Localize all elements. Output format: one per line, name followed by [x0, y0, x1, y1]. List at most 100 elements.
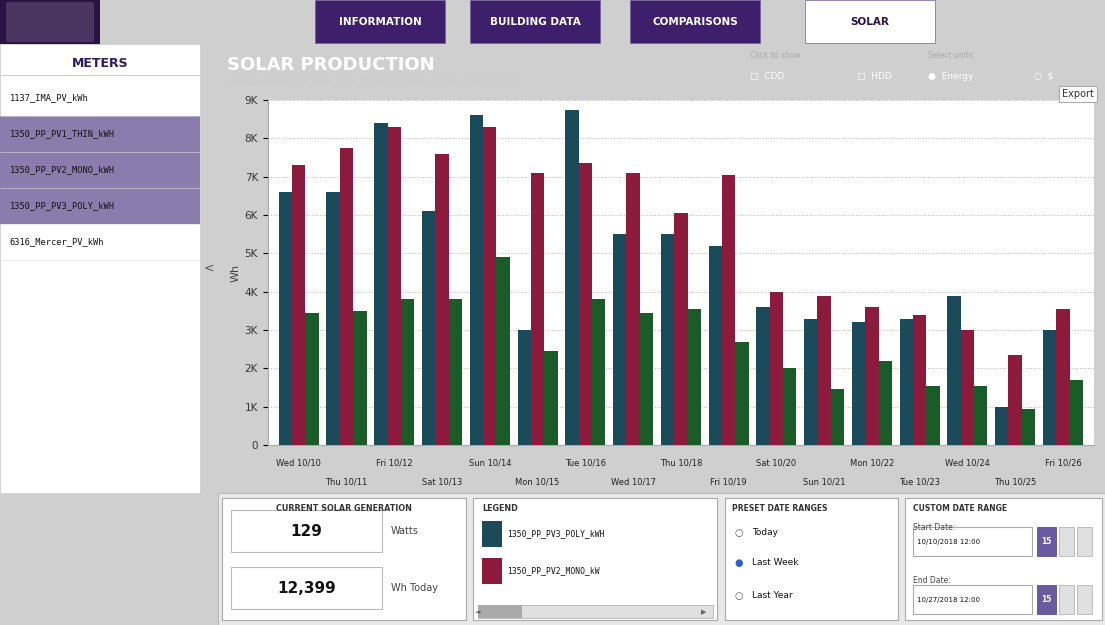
Text: 15: 15 [1041, 596, 1052, 604]
Bar [960, 330, 975, 445]
Bar [947, 296, 960, 445]
Bar [1043, 330, 1056, 445]
Bar [1022, 409, 1035, 445]
Bar [545, 351, 558, 445]
Text: 1350_PP_PV3_POLY_kWH: 1350_PP_PV3_POLY_kWH [507, 529, 604, 538]
Text: Sat 10/20: Sat 10/20 [756, 459, 797, 468]
Text: Wed 10/24: Wed 10/24 [945, 459, 990, 468]
FancyBboxPatch shape [905, 498, 1103, 620]
Text: 1350_PP_PV2_MONO_kWH: 1350_PP_PV2_MONO_kWH [10, 165, 115, 174]
Text: Last Year: Last Year [753, 591, 792, 601]
Text: ○: ○ [734, 528, 743, 538]
Bar [630, 0, 760, 43]
Bar [375, 123, 388, 445]
Text: Sun 10/21: Sun 10/21 [803, 478, 845, 487]
Text: Thu 10/11: Thu 10/11 [325, 478, 368, 487]
Text: BUILDING DATA: BUILDING DATA [490, 17, 580, 27]
Text: Last Week: Last Week [753, 559, 799, 568]
Text: 1350_PP_PV2_MONO_kW: 1350_PP_PV2_MONO_kW [507, 566, 600, 576]
Bar [756, 307, 770, 445]
Text: ○  $: ○ $ [1034, 72, 1053, 81]
Text: Today: Today [753, 528, 778, 537]
Bar [831, 389, 844, 445]
Bar [315, 0, 445, 43]
Text: Sun 10/14: Sun 10/14 [469, 459, 511, 468]
Text: Sat 10/13: Sat 10/13 [422, 478, 462, 487]
Bar [422, 211, 435, 445]
Text: Fri 10/12: Fri 10/12 [376, 459, 412, 468]
Bar [674, 213, 687, 445]
Text: Thu 10/25: Thu 10/25 [994, 478, 1036, 487]
Text: 1350_PP_PV1_THIN_kWH: 1350_PP_PV1_THIN_kWH [10, 129, 115, 138]
FancyBboxPatch shape [473, 498, 717, 620]
Bar [340, 148, 354, 445]
Y-axis label: Wh: Wh [231, 264, 241, 281]
Bar [1036, 586, 1056, 614]
Text: 6316_Mercer_PV_kWh: 6316_Mercer_PV_kWh [10, 237, 105, 246]
Bar [477, 605, 523, 618]
Text: 1137_IMA_PV_kWh: 1137_IMA_PV_kWh [10, 93, 88, 103]
Text: CURRENT SOLAR GENERATION: CURRENT SOLAR GENERATION [276, 504, 412, 512]
Text: Mon 10/15: Mon 10/15 [515, 478, 560, 487]
Bar [483, 127, 496, 445]
Bar [449, 299, 462, 445]
Bar [477, 605, 713, 618]
Bar [388, 127, 401, 445]
Bar [496, 257, 509, 445]
Text: 10/27/2018 12:00: 10/27/2018 12:00 [917, 597, 980, 603]
Bar [661, 234, 674, 445]
Text: Tue 10/23: Tue 10/23 [899, 478, 940, 487]
Bar [804, 319, 818, 445]
Bar [818, 296, 831, 445]
Bar [913, 586, 1032, 614]
FancyBboxPatch shape [222, 498, 466, 620]
Bar [806, 0, 935, 43]
Bar [708, 246, 722, 445]
Text: □  HDD: □ HDD [856, 72, 892, 81]
Text: LEGEND: LEGEND [482, 504, 518, 512]
Bar [231, 567, 382, 609]
Bar [0, 0, 99, 44]
Bar [627, 173, 640, 445]
Bar [0, 116, 200, 152]
Text: 1350_PP_PV3_POLY_kWH: 1350_PP_PV3_POLY_kWH [10, 201, 115, 210]
Bar [278, 192, 292, 445]
Bar [470, 116, 483, 445]
Text: COMPARISONS: COMPARISONS [652, 17, 738, 27]
Bar [913, 528, 1032, 556]
Bar [482, 558, 502, 584]
Bar [913, 314, 926, 445]
Bar [579, 163, 592, 445]
Bar [735, 341, 749, 445]
Bar [326, 192, 340, 445]
Text: ●  Energy: ● Energy [927, 72, 974, 81]
Bar [0, 152, 200, 188]
Text: Wed 10/17: Wed 10/17 [611, 478, 655, 487]
Bar [1076, 586, 1092, 614]
Text: End Date:: End Date: [913, 576, 950, 585]
Bar [722, 175, 735, 445]
Text: SOLAR: SOLAR [851, 17, 890, 27]
Bar [1076, 528, 1092, 556]
Bar [530, 173, 545, 445]
Text: 129: 129 [291, 524, 323, 539]
Bar [1059, 586, 1074, 614]
Bar [482, 521, 502, 547]
Text: Select units: Select units [927, 51, 972, 60]
Bar [770, 292, 783, 445]
Bar [470, 0, 600, 43]
Text: ○: ○ [734, 591, 743, 601]
Text: 12,399: 12,399 [277, 581, 336, 596]
Bar [354, 311, 367, 445]
Text: ◄: ◄ [475, 609, 481, 615]
Text: Click to show: Click to show [750, 51, 801, 60]
Text: PRESET DATE RANGES: PRESET DATE RANGES [733, 504, 828, 512]
Bar [852, 322, 865, 445]
FancyBboxPatch shape [725, 498, 898, 620]
Text: □  CDD: □ CDD [750, 72, 785, 81]
Text: Wed 10/10: Wed 10/10 [276, 459, 322, 468]
FancyBboxPatch shape [6, 2, 94, 42]
Bar [613, 234, 627, 445]
Bar [1070, 380, 1083, 445]
Bar [1059, 528, 1074, 556]
